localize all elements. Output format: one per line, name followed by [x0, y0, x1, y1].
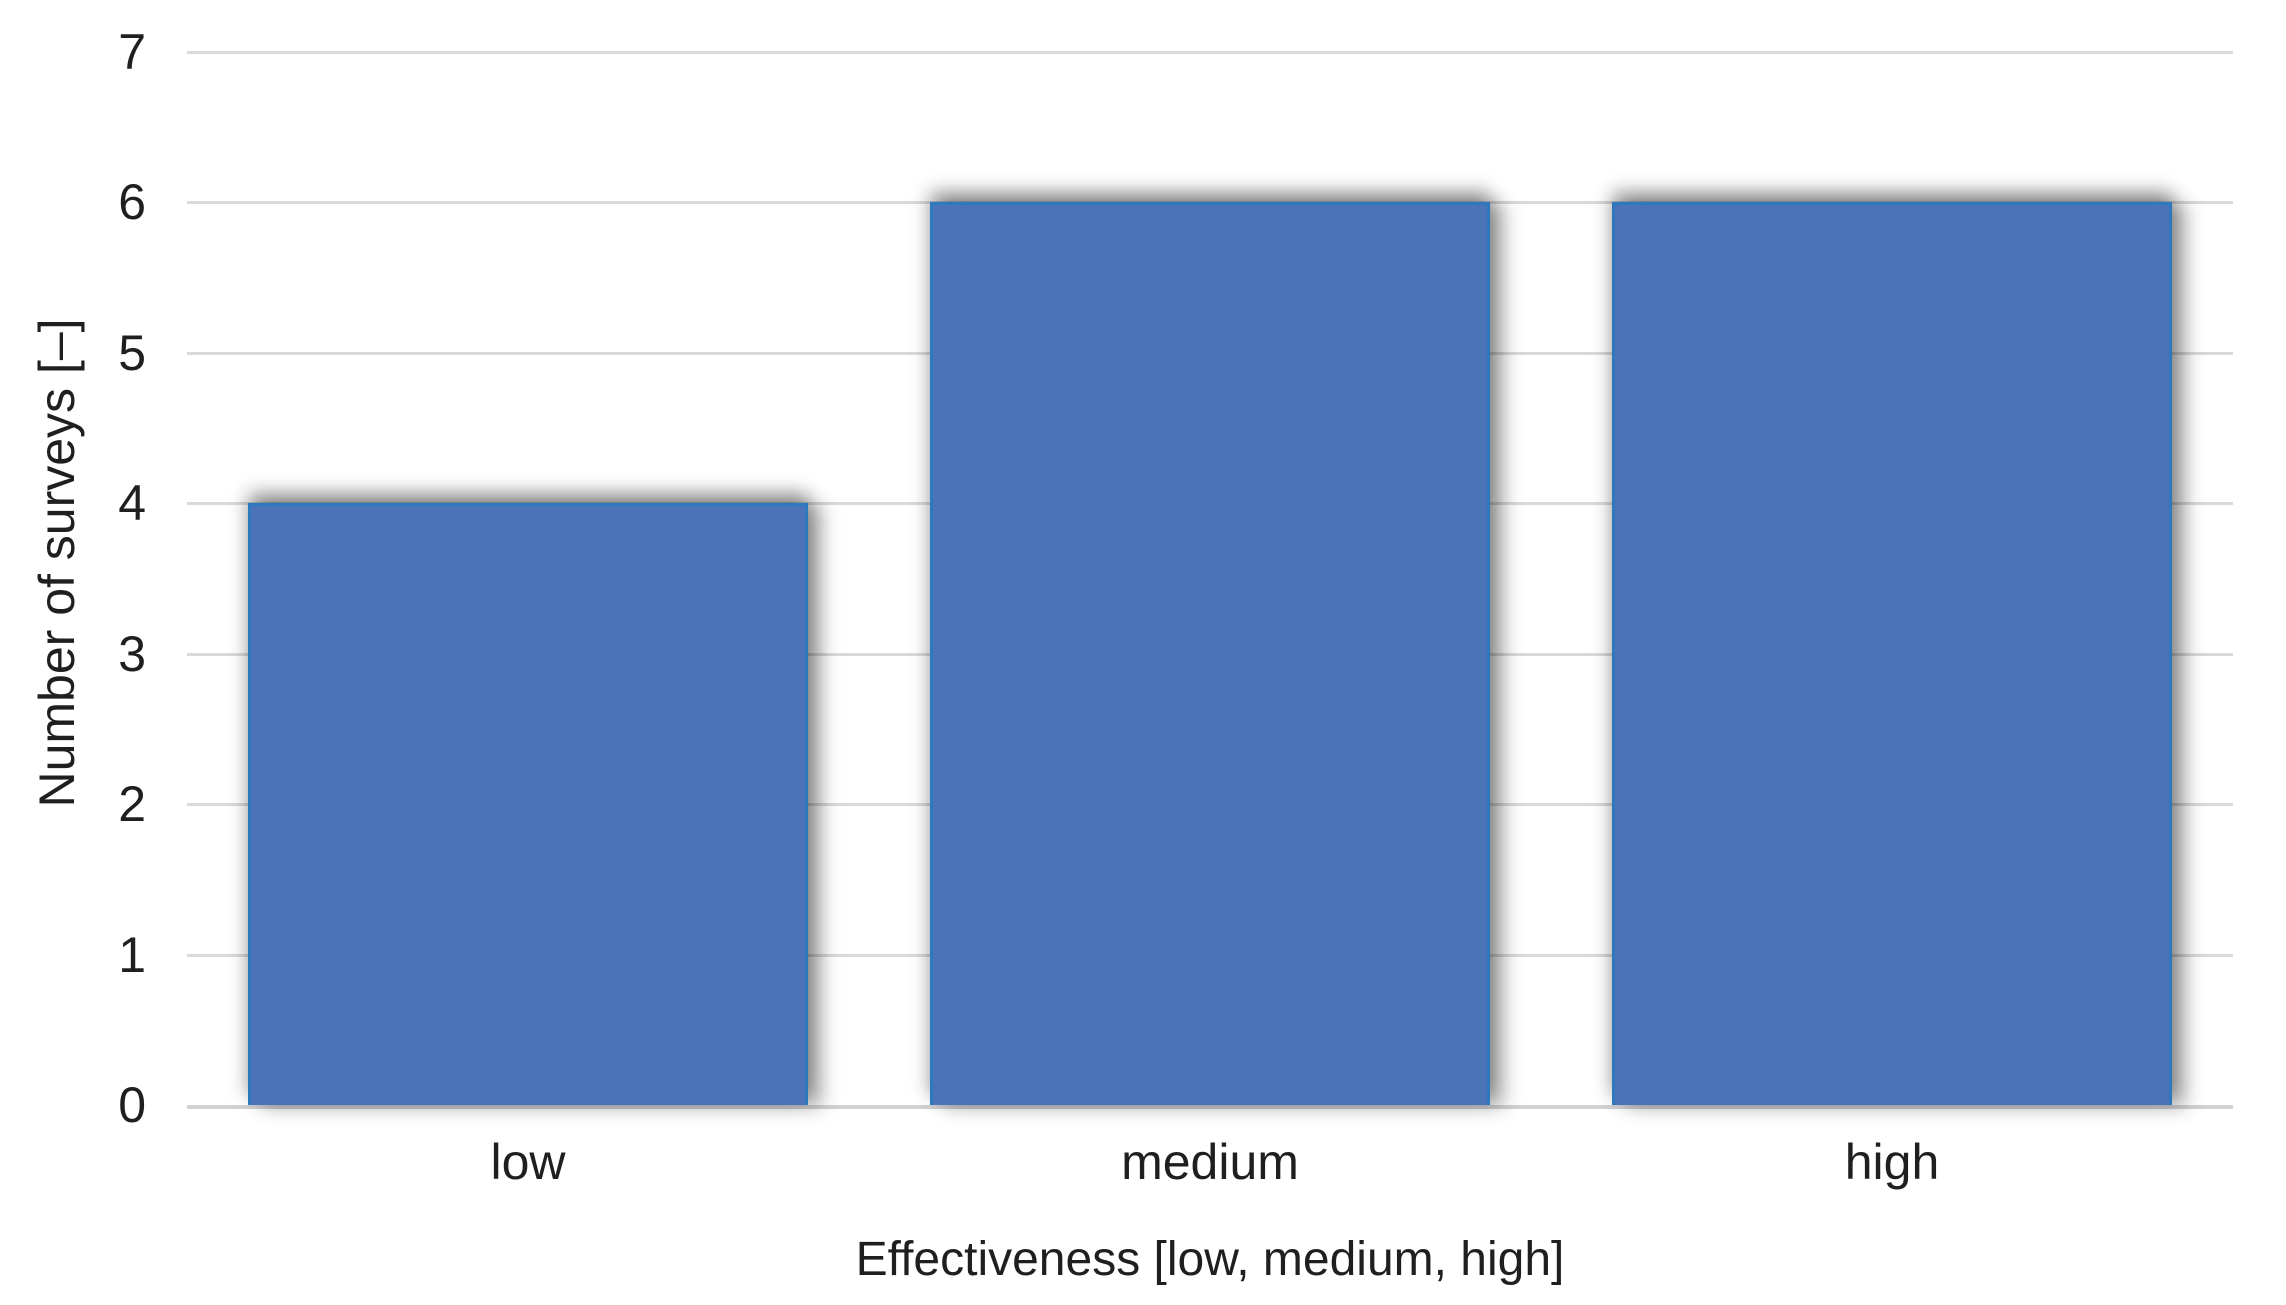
y-tick-label: 0 [118, 1077, 146, 1133]
y-tick-label: 5 [118, 324, 146, 381]
x-axis-category-labels: low medium high [187, 1132, 2233, 1192]
y-tick-label: 4 [118, 475, 146, 532]
y-tick-label: 1 [118, 926, 146, 983]
bar-medium [930, 202, 1490, 1105]
y-tick-label: 2 [118, 776, 146, 833]
y-axis-tick-labels: 0 1 2 3 4 5 6 7 [0, 27, 146, 1130]
plot-area [187, 51, 2233, 1109]
x-category-label: high [1844, 1134, 1940, 1190]
x-category-label: low [490, 1134, 566, 1190]
y-tick-label: 3 [118, 625, 146, 682]
x-axis-title: Effectiveness [low, medium, high] [855, 1233, 1565, 1286]
y-tick-label: 7 [118, 24, 146, 80]
bar-low [248, 503, 808, 1105]
x-category-label: medium [1121, 1134, 1299, 1190]
x-axis-line [187, 1105, 2233, 1109]
bar-high [1612, 202, 2172, 1105]
y-tick-label: 6 [118, 174, 146, 231]
gridline [187, 51, 2233, 54]
